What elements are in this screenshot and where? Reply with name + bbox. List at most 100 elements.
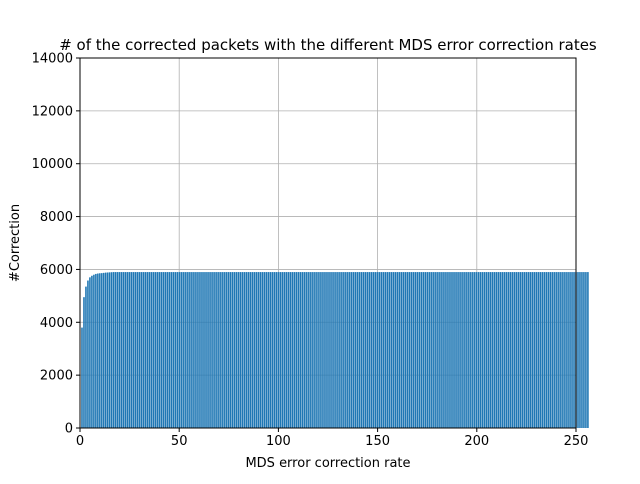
bar [339,272,341,428]
bar [345,272,347,428]
bar [458,272,460,428]
bar [132,272,135,428]
bar [103,272,105,428]
bar [440,272,442,428]
bar [214,272,216,428]
bar [426,272,428,428]
bar [491,272,494,428]
bar [97,273,99,428]
y-tick-label: 2000 [40,369,73,384]
bar [152,272,155,428]
bar [178,272,180,428]
bar [523,272,526,428]
bar [146,272,149,428]
bar [545,272,548,428]
bar [404,272,407,428]
bar [372,272,375,428]
bar [126,272,129,428]
bar [87,280,89,428]
bar [95,273,97,428]
bar [257,272,260,428]
bar [293,272,296,428]
bar [261,272,264,428]
bar [106,272,109,428]
bar [279,272,282,428]
bar [368,272,371,428]
bar [239,272,242,428]
bar [202,272,204,428]
bar [277,272,280,428]
bar [481,272,484,428]
bar [174,272,177,428]
bar [364,272,367,428]
bar [356,272,359,428]
bar [228,272,230,428]
bar [269,272,272,428]
bar [519,272,522,428]
bar [553,272,555,428]
bar [501,272,504,428]
bar [402,272,405,428]
bar [325,272,327,428]
y-tick-label: 14000 [32,52,73,67]
bar [273,272,276,428]
bar [327,272,329,428]
bar [569,272,571,428]
bar [527,272,530,428]
bar [295,272,298,428]
bar [142,272,145,428]
bar [424,272,427,428]
bar [83,297,85,428]
bar [406,272,409,428]
bar [366,272,369,428]
bar [446,272,448,428]
bar [428,272,430,428]
bar [483,272,486,428]
bar [206,272,208,428]
bar [222,272,224,428]
y-tick-label: 10000 [32,157,73,172]
bar [116,272,119,428]
bar [557,272,559,428]
bar [358,272,361,428]
bar [573,272,575,428]
bar [241,272,244,428]
y-tick-label: 8000 [40,210,73,225]
bar [108,272,111,428]
bar [547,272,550,428]
bar [144,272,147,428]
bar [150,272,153,428]
y-tick-label: 12000 [32,104,73,119]
bar [416,272,419,428]
bar [182,272,184,428]
bar [122,272,125,428]
bar [307,272,309,428]
bar [341,272,343,428]
bar [134,272,137,428]
bar [112,272,115,428]
bar [434,272,436,428]
bar [168,272,171,428]
bar [414,272,417,428]
bar [476,272,478,428]
bar [114,272,117,428]
bar [468,272,470,428]
bar [285,272,288,428]
x-tick-label: 0 [76,434,84,449]
bar [418,272,421,428]
bar [555,272,557,428]
bar [392,272,395,428]
bar [194,272,196,428]
bar [495,272,498,428]
bar [315,272,317,428]
x-tick-label: 150 [365,434,390,449]
bar [460,272,462,428]
bar [412,272,415,428]
bar [432,272,434,428]
bar [253,272,256,428]
bar [218,272,220,428]
bar [462,272,464,428]
bar [89,277,91,428]
bar [585,272,587,428]
